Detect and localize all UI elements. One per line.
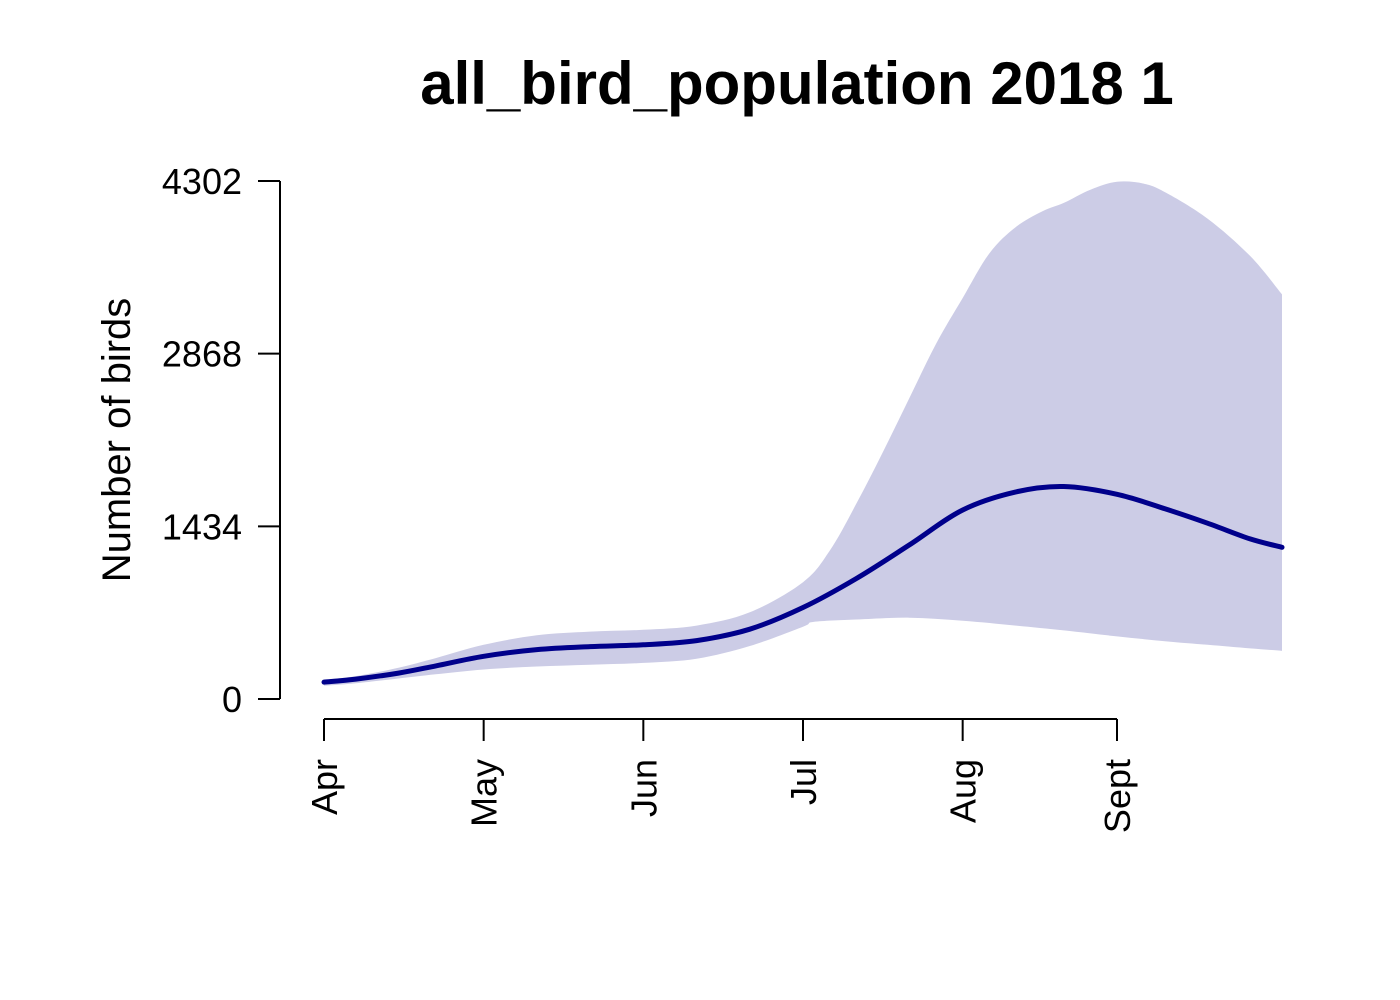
x-tick-label: Sept	[1097, 759, 1138, 833]
x-tick-label: Apr	[304, 759, 345, 815]
chart-title: all_bird_population 2018 1	[420, 50, 1174, 117]
x-axis-ticks: Apr May Jun Jul Aug Sept	[304, 719, 1138, 833]
y-tick-label: 0	[222, 679, 242, 720]
y-tick-label: 2868	[162, 334, 242, 375]
x-tick-label: May	[464, 759, 505, 827]
y-tick-label: 1434	[162, 506, 242, 547]
estimate-line	[321, 483, 1285, 685]
x-tick-label: Jul	[783, 759, 824, 805]
y-axis-label: Number of birds	[95, 298, 139, 583]
confidence-band	[324, 181, 1282, 686]
x-tick-label: Jun	[623, 759, 664, 817]
y-axis-ticks: 0 1434 2868 4302	[162, 161, 280, 720]
x-tick-label: Aug	[943, 759, 984, 823]
confidence-band-layer	[324, 181, 1282, 686]
y-tick-label: 4302	[162, 161, 242, 202]
estimate-line-layer	[321, 483, 1285, 685]
